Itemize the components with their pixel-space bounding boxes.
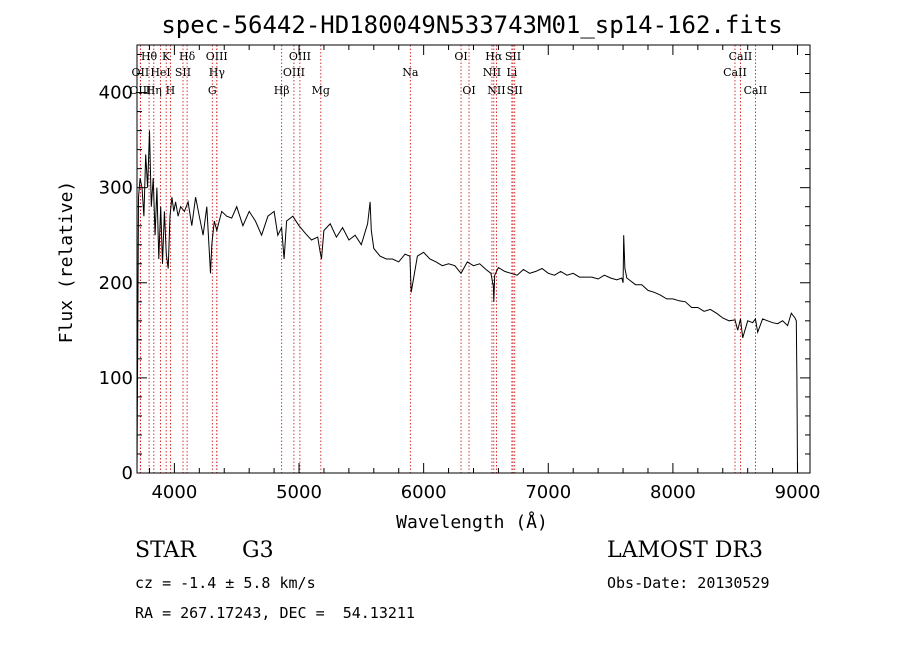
spectral-line-label: CaII	[744, 84, 768, 97]
spectral-line-label: HeI	[150, 66, 170, 79]
object-type: STAR	[135, 538, 196, 563]
x-tick-label: 9000	[775, 482, 821, 503]
spectral-line-label: SII	[507, 84, 523, 97]
spectral-line-label: SII	[505, 50, 521, 63]
spectral-line-label: H	[166, 84, 176, 97]
x-tick-label: 4000	[151, 482, 197, 503]
ra-dec-coordinates: RA = 267.17243, DEC = 54.13211	[135, 604, 415, 622]
spectral-line-label: CaII	[723, 66, 747, 79]
observation-date: Obs-Date: 20130529	[607, 574, 770, 592]
spectral-line-label: Li	[506, 66, 517, 79]
y-tick-label: 300	[99, 178, 133, 199]
spectral-line-label: OIII	[283, 66, 305, 79]
spectral-line-label: Hη	[146, 84, 162, 97]
spectral-line-label: Mg	[312, 84, 330, 97]
plot-frame	[136, 44, 811, 474]
spectral-line-label: Hγ	[209, 66, 226, 79]
spectral-line-label: Na	[402, 66, 419, 79]
y-tick-label: 100	[99, 368, 133, 389]
axis-ticks: 4000 5000 6000 7000 8000 9000 0 100 200 300 400	[99, 45, 821, 503]
spectral-line-label: CaII	[729, 50, 753, 63]
spectrum-series-line	[136, 130, 798, 474]
y-tick-label: 0	[122, 463, 133, 484]
redshift-cz: cz = -1.4 ± 5.8 km/s	[135, 574, 316, 592]
spectral-line-label: OIII	[289, 50, 311, 63]
object-subclass: G3	[242, 538, 274, 563]
spectral-line-label: Hθ	[141, 50, 158, 63]
spectral-line-label: SII	[175, 66, 191, 79]
spectral-line-markers	[139, 45, 756, 473]
x-tick-label: 8000	[650, 482, 696, 503]
spectral-line-label: OIII	[129, 84, 151, 97]
spectral-line-label: Hα	[485, 50, 503, 63]
x-tick-label: 6000	[401, 482, 447, 503]
spectral-line-label: Hβ	[274, 84, 290, 97]
survey-name: LAMOST DR3	[607, 538, 763, 563]
x-tick-label: 5000	[276, 482, 322, 503]
y-tick-label: 400	[99, 83, 133, 104]
spectral-line-label: NII	[487, 84, 505, 97]
spectral-line-label: G	[208, 84, 217, 97]
spectral-line-label: OIII	[206, 50, 228, 63]
y-tick-label: 200	[99, 273, 133, 294]
x-axis-label: Wavelength (Å)	[396, 511, 548, 533]
x-tick-label: 7000	[525, 482, 571, 503]
spectral-line-label: OI	[462, 84, 475, 97]
spectral-line-label: Hδ	[179, 50, 196, 63]
spectral-line-label: NII	[483, 66, 501, 79]
chart-title: spec-56442-HD180049N533743M01_sp14-162.f…	[161, 11, 782, 39]
y-axis-label: Flux (relative)	[56, 181, 77, 344]
spectral-line-label: K	[162, 50, 171, 63]
spectral-line-label: OI	[454, 50, 467, 63]
spectral-line-label: OII	[132, 66, 150, 79]
